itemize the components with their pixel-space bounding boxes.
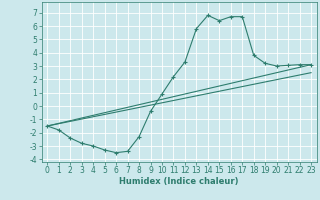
X-axis label: Humidex (Indice chaleur): Humidex (Indice chaleur) xyxy=(119,177,239,186)
